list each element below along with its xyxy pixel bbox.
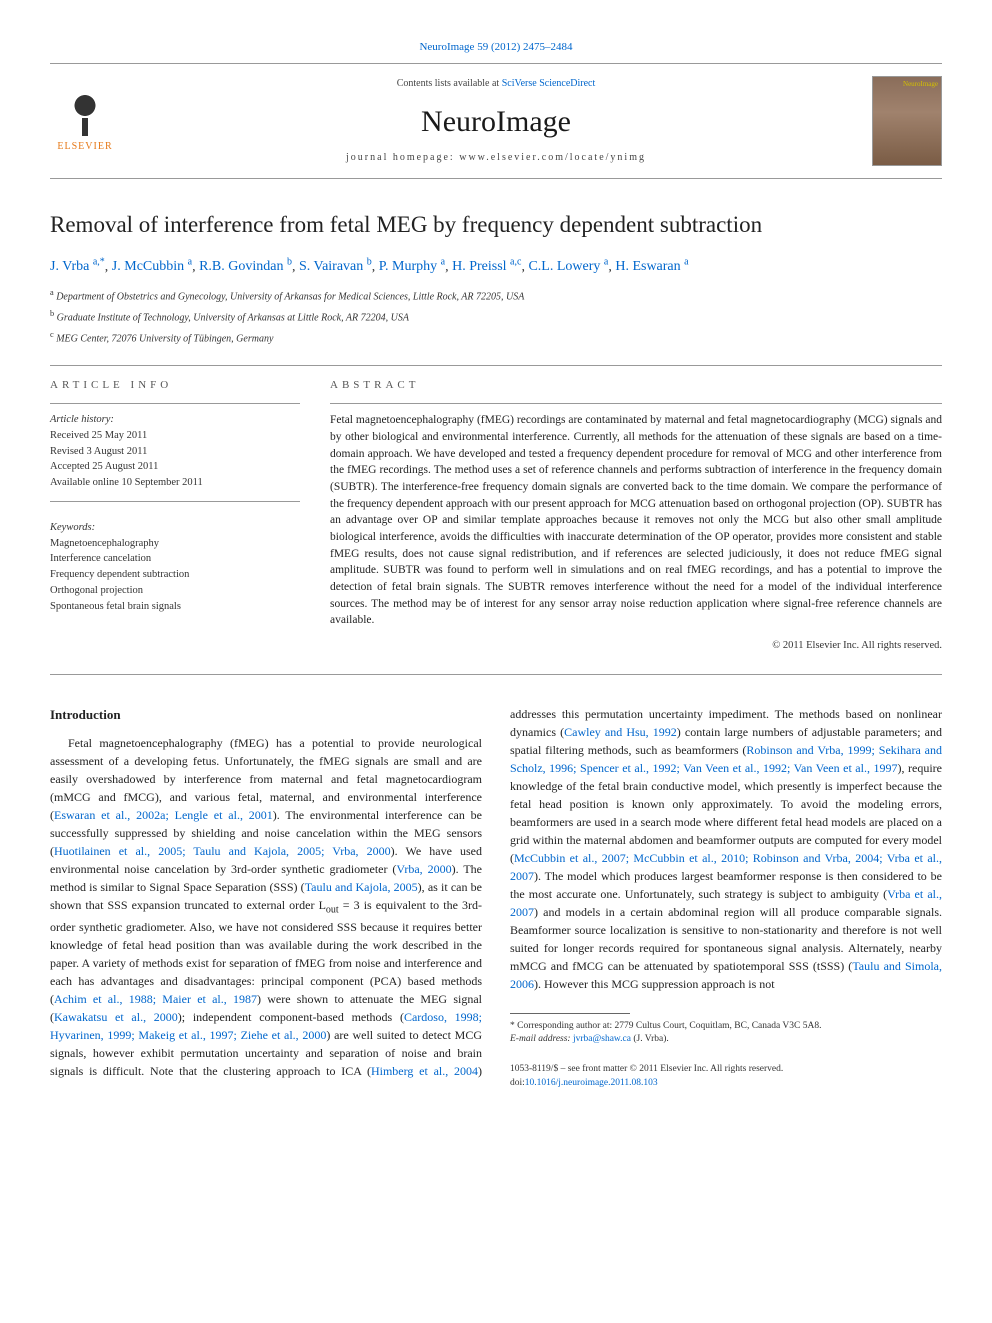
- page-container: NeuroImage 59 (2012) 2475–2484 ELSEVIER …: [0, 0, 992, 1131]
- citation-link[interactable]: Cawley and Hsu, 1992: [564, 725, 677, 739]
- author: H. Preissl a,c: [452, 259, 521, 274]
- article-info-col: ARTICLE INFO Article history: Received 2…: [50, 378, 300, 654]
- journal-header: ELSEVIER Contents lists available at Sci…: [50, 63, 942, 179]
- article-history: Article history: Received 25 May 2011 Re…: [50, 412, 300, 491]
- email-label: E-mail address:: [510, 1034, 573, 1044]
- divider: [330, 403, 942, 404]
- introduction-heading: Introduction: [50, 705, 482, 725]
- contents-prefix: Contents lists available at: [397, 78, 502, 89]
- aff-text: MEG Center, 72076 University of Tübingen…: [56, 334, 273, 345]
- citation-link[interactable]: Eswaran et al., 2002a; Lengle et al., 20…: [54, 808, 273, 822]
- author: R.B. Govindan b: [199, 259, 292, 274]
- journal-reference: NeuroImage 59 (2012) 2475–2484: [50, 40, 942, 55]
- cover-label: NeuroImage: [903, 80, 938, 90]
- author: J. McCubbin a: [112, 259, 192, 274]
- journal-title: NeuroImage: [120, 101, 872, 143]
- homepage-line: journal homepage: www.elsevier.com/locat…: [120, 151, 872, 165]
- footnote-divider: [510, 1013, 630, 1014]
- author: J. Vrba a,*: [50, 259, 105, 274]
- history-item: Received 25 May 2011: [50, 428, 300, 444]
- history-item: Accepted 25 August 2011: [50, 459, 300, 475]
- abstract-text: Fetal magnetoencephalography (fMEG) reco…: [330, 412, 942, 629]
- keywords-block: Keywords: Magnetoencephalography Interfe…: [50, 520, 300, 615]
- elsevier-label: ELSEVIER: [57, 140, 112, 154]
- aff-sup: b: [50, 309, 54, 318]
- doi-label: doi:: [510, 1078, 525, 1088]
- aff-sup: a: [50, 288, 54, 297]
- abstract-copyright: © 2011 Elsevier Inc. All rights reserved…: [330, 639, 942, 654]
- history-item: Available online 10 September 2011: [50, 475, 300, 491]
- doi-link[interactable]: 10.1016/j.neuroimage.2011.08.103: [525, 1078, 658, 1088]
- homepage-url: www.elsevier.com/locate/ynimg: [459, 152, 646, 163]
- keyword: Orthogonal projection: [50, 583, 300, 599]
- elsevier-logo: ELSEVIER: [50, 81, 120, 161]
- aff-text: Department of Obstetrics and Gynecology,…: [56, 291, 524, 302]
- author: H. Eswaran a: [615, 259, 688, 274]
- author: C.L. Lowery a: [528, 259, 608, 274]
- keywords-label: Keywords:: [50, 520, 300, 536]
- history-item: Revised 3 August 2011: [50, 444, 300, 460]
- citation-link[interactable]: Kawakatsu et al.,: [54, 1010, 146, 1024]
- citation-link[interactable]: Achim et al., 1988; Maier et al., 1987: [54, 992, 257, 1006]
- citation-link[interactable]: Huotilainen et al., 2005; Taulu and Kajo…: [54, 844, 391, 858]
- sciencedirect-link[interactable]: SciVerse ScienceDirect: [502, 78, 596, 89]
- aff-text: Graduate Institute of Technology, Univer…: [57, 312, 409, 323]
- homepage-prefix: journal homepage:: [346, 152, 459, 163]
- article-info-heading: ARTICLE INFO: [50, 378, 300, 393]
- abstract-heading: ABSTRACT: [330, 378, 942, 393]
- header-center: Contents lists available at SciVerse Sci…: [120, 77, 872, 165]
- article-title: Removal of interference from fetal MEG b…: [50, 209, 942, 241]
- email-link[interactable]: jvrba@shaw.ca: [573, 1034, 631, 1044]
- history-label: Article history:: [50, 412, 300, 428]
- footer-issn-line: 1053-8119/$ – see front matter © 2011 El…: [510, 1062, 942, 1091]
- aff-sup: c: [50, 330, 54, 339]
- affiliations: a Department of Obstetrics and Gynecolog…: [50, 287, 942, 347]
- abstract-col: ABSTRACT Fetal magnetoencephalography (f…: [330, 378, 942, 654]
- author: S. Vairavan b: [299, 259, 372, 274]
- keyword: Magnetoencephalography: [50, 536, 300, 552]
- article-info-abstract-row: ARTICLE INFO Article history: Received 2…: [50, 378, 942, 654]
- divider: [50, 501, 300, 502]
- citation-link[interactable]: 2000: [154, 1010, 178, 1024]
- author: P. Murphy a: [379, 259, 445, 274]
- citation-link[interactable]: Vrba, 2000: [396, 862, 451, 876]
- keyword: Spontaneous fetal brain signals: [50, 599, 300, 615]
- elsevier-tree-icon: [60, 88, 110, 138]
- corresponding-author-footnote: * Corresponding author at: 2779 Cultus C…: [510, 1020, 942, 1047]
- citation-link[interactable]: Taulu and Kajola, 2005: [305, 880, 418, 894]
- journal-ref-link[interactable]: NeuroImage 59 (2012) 2475–2484: [419, 41, 572, 53]
- keyword: Frequency dependent subtraction: [50, 567, 300, 583]
- author-list: J. Vrba a,*, J. McCubbin a, R.B. Govinda…: [50, 256, 942, 277]
- contents-line: Contents lists available at SciVerse Sci…: [120, 77, 872, 91]
- citation-link[interactable]: Himberg et al., 2004: [371, 1064, 478, 1078]
- divider: [50, 365, 942, 366]
- journal-cover-thumbnail: NeuroImage: [872, 76, 942, 166]
- keyword: Interference cancelation: [50, 551, 300, 567]
- divider: [50, 403, 300, 404]
- divider: [50, 674, 942, 675]
- body-two-columns: Introduction Fetal magnetoencephalograph…: [50, 705, 942, 1091]
